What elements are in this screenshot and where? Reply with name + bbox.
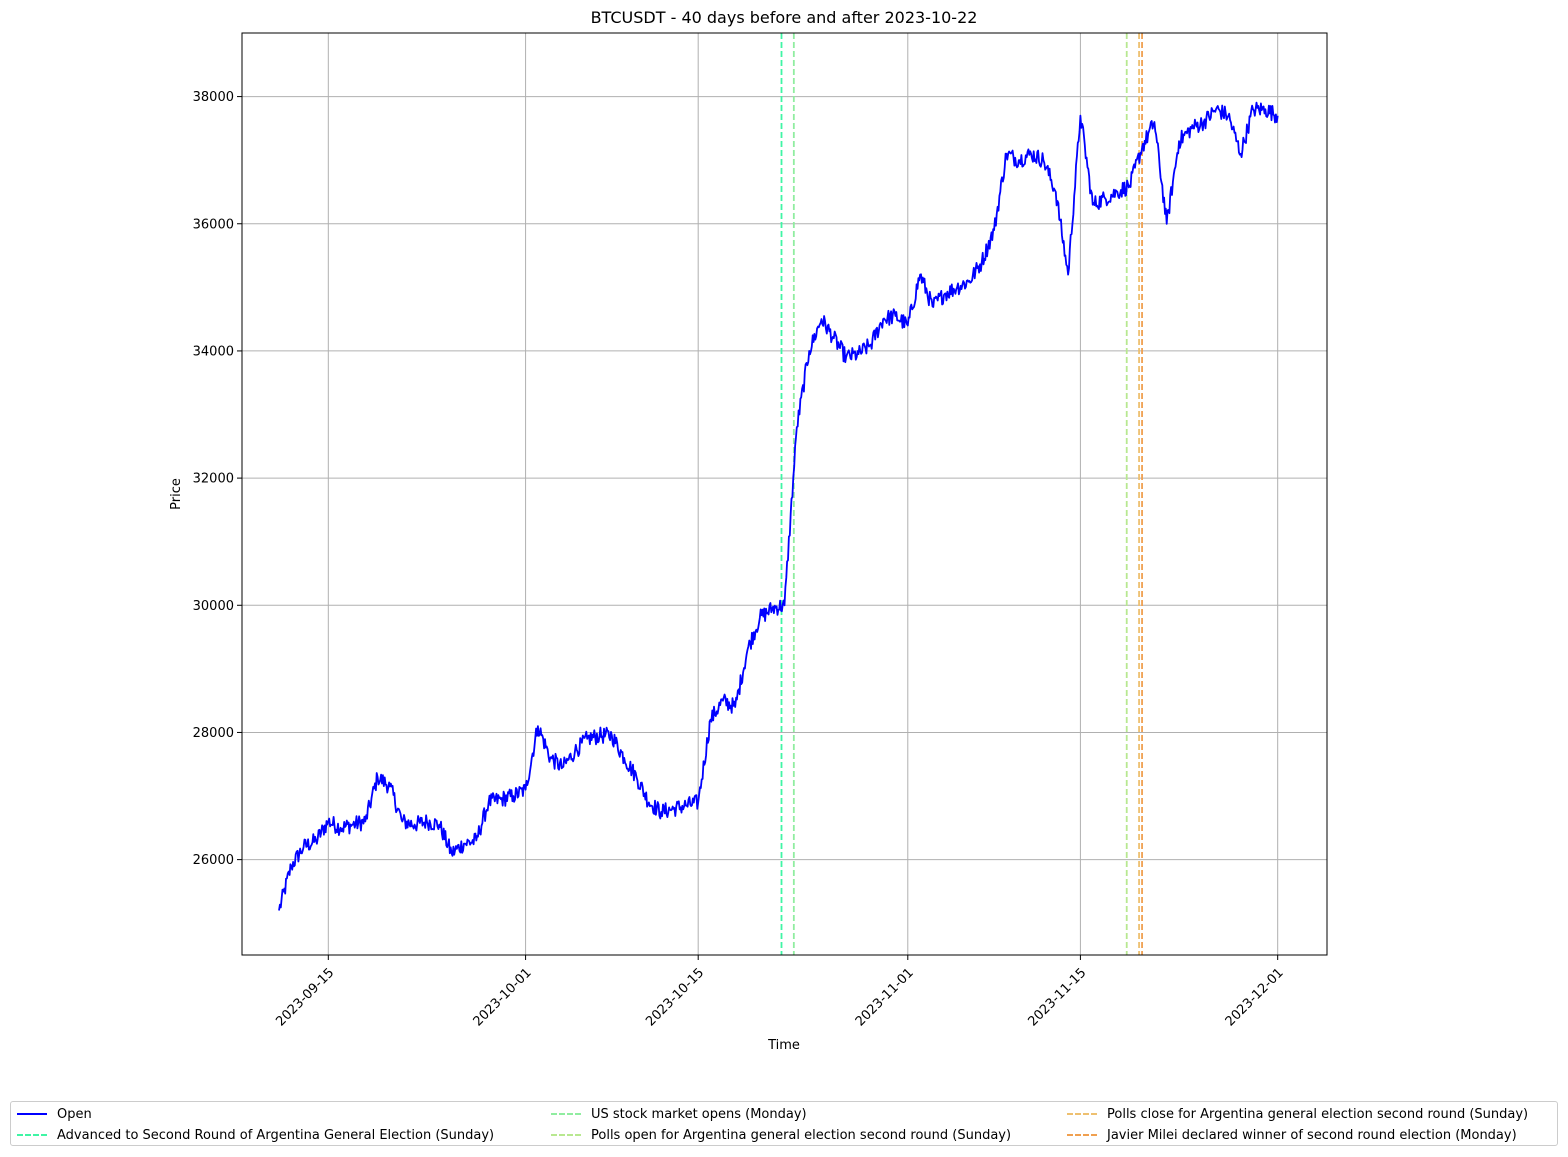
legend-swatch — [551, 1134, 581, 1136]
legend-label: Javier Milei declared winner of second r… — [1107, 1127, 1517, 1143]
x-axis-title: Time — [767, 1038, 800, 1053]
legend-label: Open — [57, 1106, 92, 1122]
plot-frame — [241, 32, 1328, 956]
series-line-open — [278, 101, 1279, 911]
y-axis-ticks: 26000 28000 30000 32000 34000 36000 38000 — [193, 90, 242, 868]
legend-item: Open — [17, 1104, 92, 1124]
chart: 2023-09-15 2023-10-01 2023-10-15 2023-11-01… — [169, 8, 1328, 1053]
legend-swatch — [551, 1113, 581, 1115]
y-tick-label: 28000 — [193, 726, 234, 741]
legend-item: Polls open for Argentina general electio… — [551, 1125, 1011, 1145]
chart-title: BTCUSDT - 40 days before and after 2023-… — [591, 8, 978, 27]
x-tick-label: 2023-10-01 — [471, 965, 535, 1029]
legend-label: Polls close for Argentina general electi… — [1107, 1106, 1529, 1122]
y-tick-label: 26000 — [193, 853, 234, 868]
legend-item: Polls close for Argentina general electi… — [1067, 1104, 1528, 1124]
x-axis-ticks: 2023-09-15 2023-10-01 2023-10-15 2023-11-01… — [273, 955, 1287, 1029]
x-tick-label: 2023-12-01 — [1223, 965, 1287, 1029]
legend-swatch — [1067, 1113, 1097, 1115]
x-tick-label: 2023-10-15 — [643, 965, 707, 1029]
event-lines — [780, 33, 1143, 955]
y-tick-label: 30000 — [193, 599, 234, 614]
y-tick-label: 32000 — [193, 472, 234, 487]
legend-swatch — [17, 1113, 47, 1115]
legend: Open Advanced to Second Round of Argentin… — [10, 1101, 1558, 1146]
legend-item: US stock market opens (Monday) — [551, 1104, 807, 1124]
legend-item: Javier Milei declared winner of second r… — [1067, 1125, 1517, 1145]
x-tick-label: 2023-09-15 — [273, 965, 337, 1029]
legend-label: Advanced to Second Round of Argentina Ge… — [57, 1127, 495, 1143]
grid-lines — [242, 33, 1327, 955]
legend-label: Polls open for Argentina general electio… — [591, 1127, 1012, 1143]
y-tick-label: 34000 — [193, 344, 234, 359]
legend-label: US stock market opens (Monday) — [591, 1106, 807, 1122]
y-tick-label: 38000 — [193, 90, 234, 105]
y-tick-label: 36000 — [193, 217, 234, 232]
x-tick-label: 2023-11-15 — [1025, 965, 1089, 1029]
legend-swatch — [1067, 1134, 1097, 1136]
y-axis-title: Price — [169, 478, 184, 510]
legend-item: Advanced to Second Round of Argentina Ge… — [17, 1125, 494, 1145]
x-tick-label: 2023-11-01 — [853, 965, 917, 1029]
legend-swatch — [17, 1134, 47, 1136]
